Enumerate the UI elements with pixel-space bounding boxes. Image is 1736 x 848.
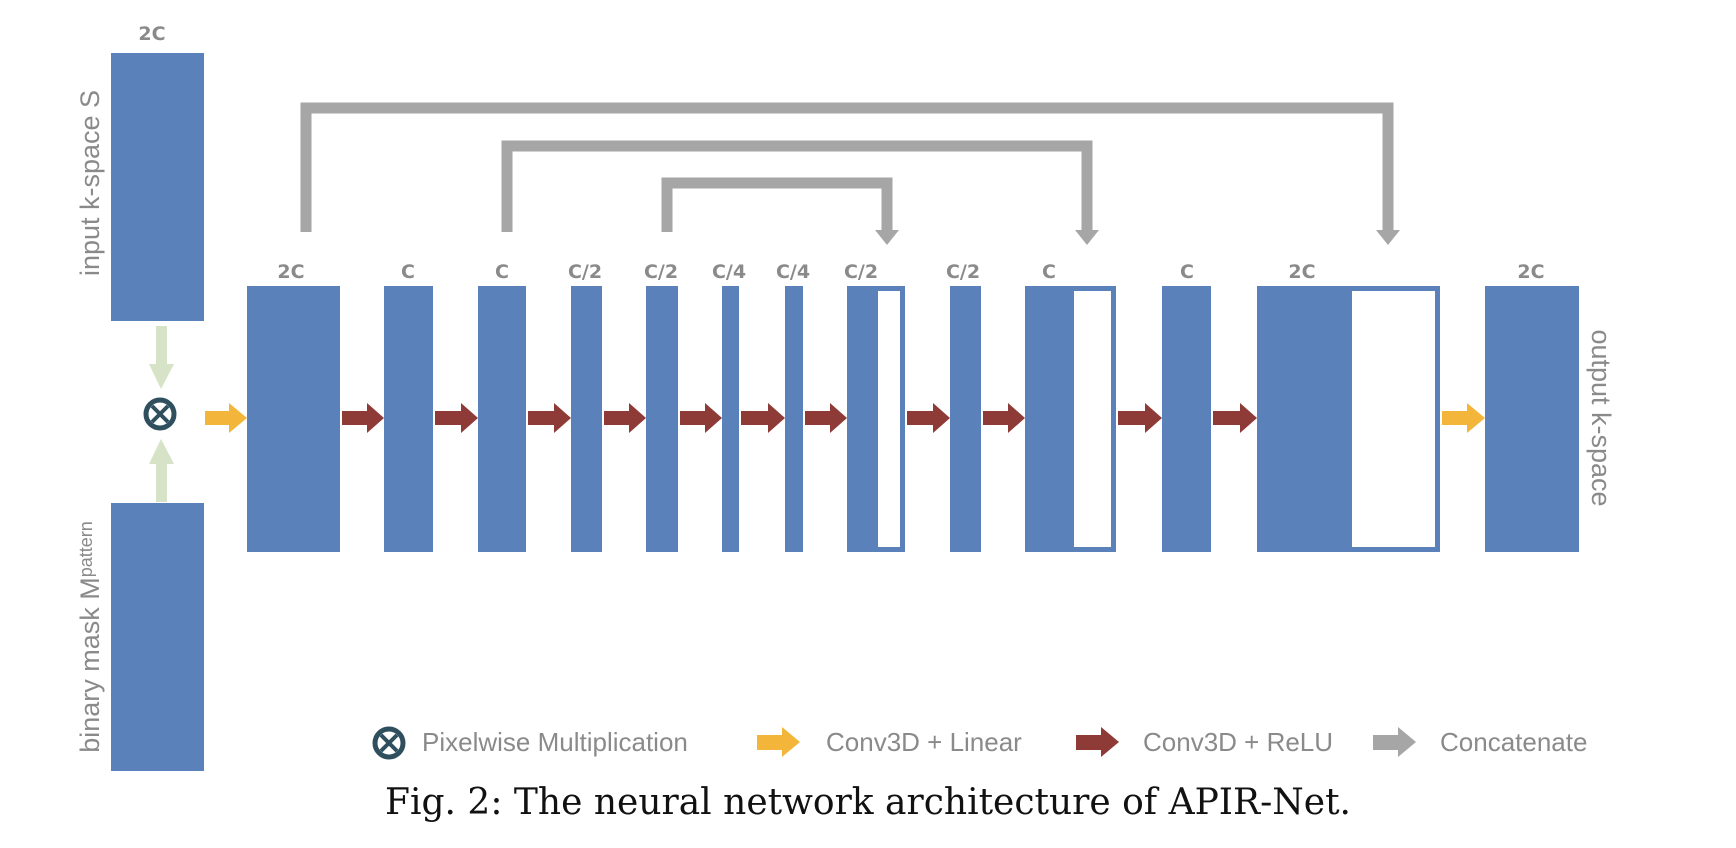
- layer-10-c-concat: C: [1025, 261, 1116, 552]
- layer-channels-label: C/2: [568, 261, 602, 283]
- legend-conv-relu-arrow-icon: [1076, 727, 1119, 757]
- figure-caption: Fig. 2: The neural network architecture …: [385, 782, 1351, 823]
- layer-block: [950, 286, 981, 552]
- layer-4-c2: C/2: [568, 261, 602, 552]
- layer-channels-label: C: [401, 261, 415, 283]
- conv-relu-arrow: [805, 403, 847, 433]
- conv-relu-arrow: [680, 403, 722, 433]
- layer-block: [247, 286, 340, 552]
- conv-linear-arrow-out: [1442, 403, 1485, 433]
- layer-3-c: C: [478, 261, 526, 552]
- layer-6-c4: C/4: [712, 261, 746, 552]
- output-kspace-label: output k-space: [1586, 329, 1616, 506]
- legend: Pixelwise Multiplication Conv3D + Linear…: [372, 726, 1587, 760]
- legend-multiply-label: Pixelwise Multiplication: [422, 727, 688, 757]
- input-kspace-label: input k-space S: [75, 90, 105, 276]
- layer-block: [1485, 286, 1579, 552]
- legend-concat-label: Concatenate: [1440, 727, 1587, 757]
- legend-conv-linear-arrow-icon: [757, 727, 800, 757]
- mask-to-multiply-arrow: [149, 439, 174, 502]
- layer-channels-label: 2C: [1288, 261, 1315, 283]
- binary-mask-label-main: binary mask M: [75, 577, 105, 753]
- legend-conv-linear-label: Conv3D + Linear: [826, 727, 1022, 757]
- layer-channels-label: C: [495, 261, 509, 283]
- skip-connection-inner: [661, 177, 899, 245]
- layer-block: [785, 286, 803, 552]
- conv-relu-arrow: [741, 403, 785, 433]
- layer-channels-label: 2C: [1517, 261, 1544, 283]
- layer-channels-label: C: [1042, 261, 1056, 283]
- pixelwise-multiply-icon: [143, 397, 177, 431]
- concatenated-part: [1352, 291, 1435, 547]
- layer-channels-label: C/2: [844, 261, 878, 283]
- layer-11-c: C: [1162, 261, 1211, 552]
- layer-channels-label: C: [1180, 261, 1194, 283]
- layer-block: [478, 286, 526, 552]
- legend-multiply-icon: [372, 726, 406, 760]
- layer-block: [722, 286, 739, 552]
- concatenated-part: [878, 291, 900, 547]
- layer-channels-label: C/2: [644, 261, 678, 283]
- layer-channels-label: C/4: [712, 261, 746, 283]
- layer-block: [1162, 286, 1211, 552]
- layer-13-2c-output: 2C: [1485, 261, 1579, 552]
- concatenated-part: [1074, 291, 1111, 547]
- layer-channels-label: C/2: [946, 261, 980, 283]
- layer-channels-label: C/4: [776, 261, 810, 283]
- layer-8-c2-concat: C/2: [844, 261, 905, 552]
- input-to-multiply-arrow: [149, 326, 174, 389]
- binary-mask-block: [111, 503, 204, 771]
- conv-relu-arrow: [1118, 403, 1162, 433]
- layer-block: [646, 286, 678, 552]
- conv-relu-arrow: [342, 403, 384, 433]
- layer-12-2c-concat: 2C: [1257, 261, 1440, 552]
- layer-channels-label: 2C: [277, 261, 304, 283]
- legend-concat-arrow-icon: [1373, 727, 1416, 757]
- conv-relu-arrow: [983, 403, 1025, 433]
- layer-1-2c: 2C: [247, 261, 340, 552]
- skip-connection-outer: [300, 102, 1400, 245]
- conv-relu-arrow: [907, 403, 950, 433]
- binary-mask-label-sub: pattern: [76, 521, 96, 577]
- binary-mask-label: binary mask Mpattern: [75, 521, 105, 753]
- conv-relu-arrow: [528, 403, 571, 433]
- conv-relu-arrow: [604, 403, 646, 433]
- conv-relu-arrow: [1213, 403, 1257, 433]
- layer-block: [571, 286, 602, 552]
- layer-7-c4: C/4: [776, 261, 810, 552]
- conv-linear-arrow-in: [205, 403, 247, 433]
- input-kspace-channels-label: 2C: [138, 23, 165, 45]
- layer-block: [384, 286, 433, 552]
- legend-conv-relu-label: Conv3D + ReLU: [1143, 727, 1333, 757]
- layer-2-c: C: [384, 261, 433, 552]
- conv-relu-arrow: [435, 403, 478, 433]
- skip-connection-middle: [501, 140, 1099, 245]
- layer-9-c2: C/2: [946, 261, 981, 552]
- input-kspace-block: [111, 53, 204, 321]
- layer-5-c2: C/2: [644, 261, 678, 552]
